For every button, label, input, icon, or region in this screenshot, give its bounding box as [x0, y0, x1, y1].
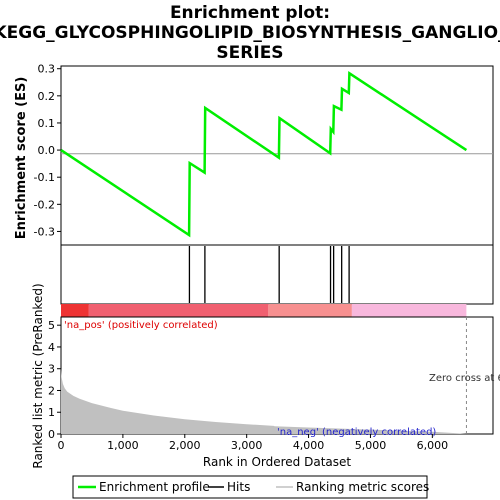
x-tick-label: 0 [58, 439, 65, 452]
es-y-tick-label: -0.3 [34, 225, 55, 238]
hit-lines [188, 246, 350, 303]
color-bar-segment [268, 304, 352, 317]
x-axis-ticks: 0 1,000 2,000 3,000 4,000 5,000 6,000 [58, 434, 449, 452]
zero-cross-label: Zero cross at 6551 [429, 373, 500, 384]
legend-enrichment-label: Enrichment profile [99, 480, 210, 494]
metric-y-axis-label: Ranked list metric (PreRanked) [31, 283, 45, 468]
es-y-ticks: -0.3 -0.2 -0.1 0.0 0.1 0.2 0.3 [34, 63, 61, 238]
x-axis-label: Rank in Ordered Dataset [203, 455, 351, 469]
title-line-3: SERIES [216, 43, 283, 63]
es-y-tick-label: 0.2 [38, 90, 56, 103]
rank-color-bar [61, 304, 467, 317]
metric-y-tick-label: 2 [48, 384, 55, 397]
es-y-tick-label: 0.1 [38, 117, 56, 130]
es-y-tick-label: -0.1 [34, 171, 55, 184]
hits-panel-frame [60, 244, 494, 305]
metric-y-tick-label: 1 [48, 406, 55, 419]
color-bar-segment [351, 304, 467, 317]
positive-correlation-label: 'na_pos' (positively correlated) [64, 320, 218, 331]
color-bar-segment [61, 304, 89, 317]
x-tick-label: 4,000 [293, 439, 325, 452]
legend: Enrichment profile Hits Ranking metric s… [72, 475, 429, 499]
hits-panel [60, 244, 494, 305]
x-tick-label: 2,000 [169, 439, 201, 452]
metric-y-tick-label: 4 [48, 341, 55, 354]
legend-metric-label: Ranking metric scores [296, 480, 429, 494]
es-y-tick-label: 0.0 [38, 144, 56, 157]
metric-y-tick-label: 5 [48, 319, 55, 332]
x-tick-label: 5,000 [355, 439, 387, 452]
legend-hits-label: Hits [227, 480, 250, 494]
metric-y-ticks: 0 1 2 3 4 5 [48, 319, 61, 441]
es-panel: -0.3 -0.2 -0.1 0.0 0.1 0.2 0.3 Enrichment scor… [14, 63, 494, 246]
metric-y-tick-label: 0 [48, 428, 55, 441]
metric-y-tick-label: 3 [48, 363, 55, 376]
es-y-tick-label: 0.3 [38, 63, 56, 76]
es-y-axis-label: Enrichment score (ES) [14, 77, 29, 240]
negative-correlation-label: 'na_neg' (negatively correlated) [277, 427, 436, 438]
title-line-1: Enrichment plot: [170, 3, 330, 23]
color-bar-segment [88, 304, 269, 317]
ranking-metric-area [61, 368, 467, 434]
legend-frame [72, 475, 428, 499]
x-tick-label: 3,000 [231, 439, 263, 452]
x-tick-label: 6,000 [417, 439, 449, 452]
es-y-tick-label: -0.2 [34, 198, 55, 211]
x-tick-label: 1,000 [107, 439, 139, 452]
title-line-2: KEGG_GLYCOSPHINGOLIPID_BIOSYNTHESIS_GANG… [0, 23, 500, 43]
enrichment-profile-line [60, 71, 468, 238]
